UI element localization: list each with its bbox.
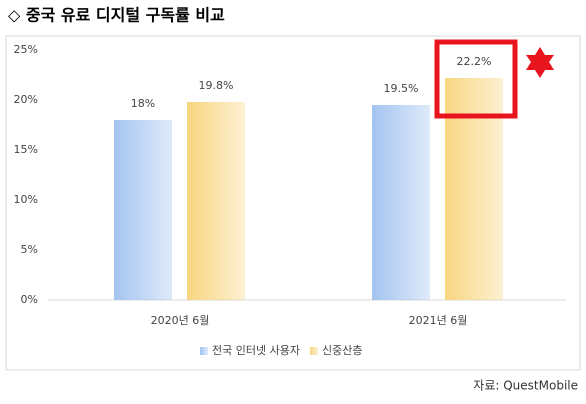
- highlight-star: [526, 47, 554, 78]
- y-tick-label: 20%: [14, 93, 38, 106]
- value-label: 19.5%: [384, 82, 419, 95]
- value-label: 19.8%: [199, 79, 234, 92]
- highlight-box: [434, 39, 518, 119]
- x-tick-label: 2021년 6월: [409, 314, 468, 327]
- value-label: 18%: [131, 97, 155, 110]
- chart-frame: [5, 35, 581, 371]
- y-tick-label: 15%: [14, 143, 38, 156]
- bar: [372, 105, 430, 300]
- legend-swatch: [200, 347, 208, 355]
- y-tick-label: 10%: [14, 193, 38, 206]
- legend-label: 전국 인터넷 사용자: [212, 344, 300, 357]
- legend-swatch: [309, 347, 318, 355]
- legend-label: 신중산층: [322, 344, 362, 357]
- bar: [445, 78, 503, 300]
- value-label: 22.2%: [457, 55, 492, 68]
- bar: [187, 102, 245, 300]
- y-tick-label: 25%: [14, 43, 38, 56]
- y-tick-label: 5%: [21, 243, 38, 256]
- bar: [114, 120, 172, 300]
- source: 자료: QuestMobile: [473, 379, 578, 393]
- x-tick-label: 2020년 6월: [151, 314, 210, 327]
- y-tick-label: 0%: [21, 293, 38, 306]
- chart-title: ◇ 중국 유료 디지털 구독률 비교: [8, 6, 225, 25]
